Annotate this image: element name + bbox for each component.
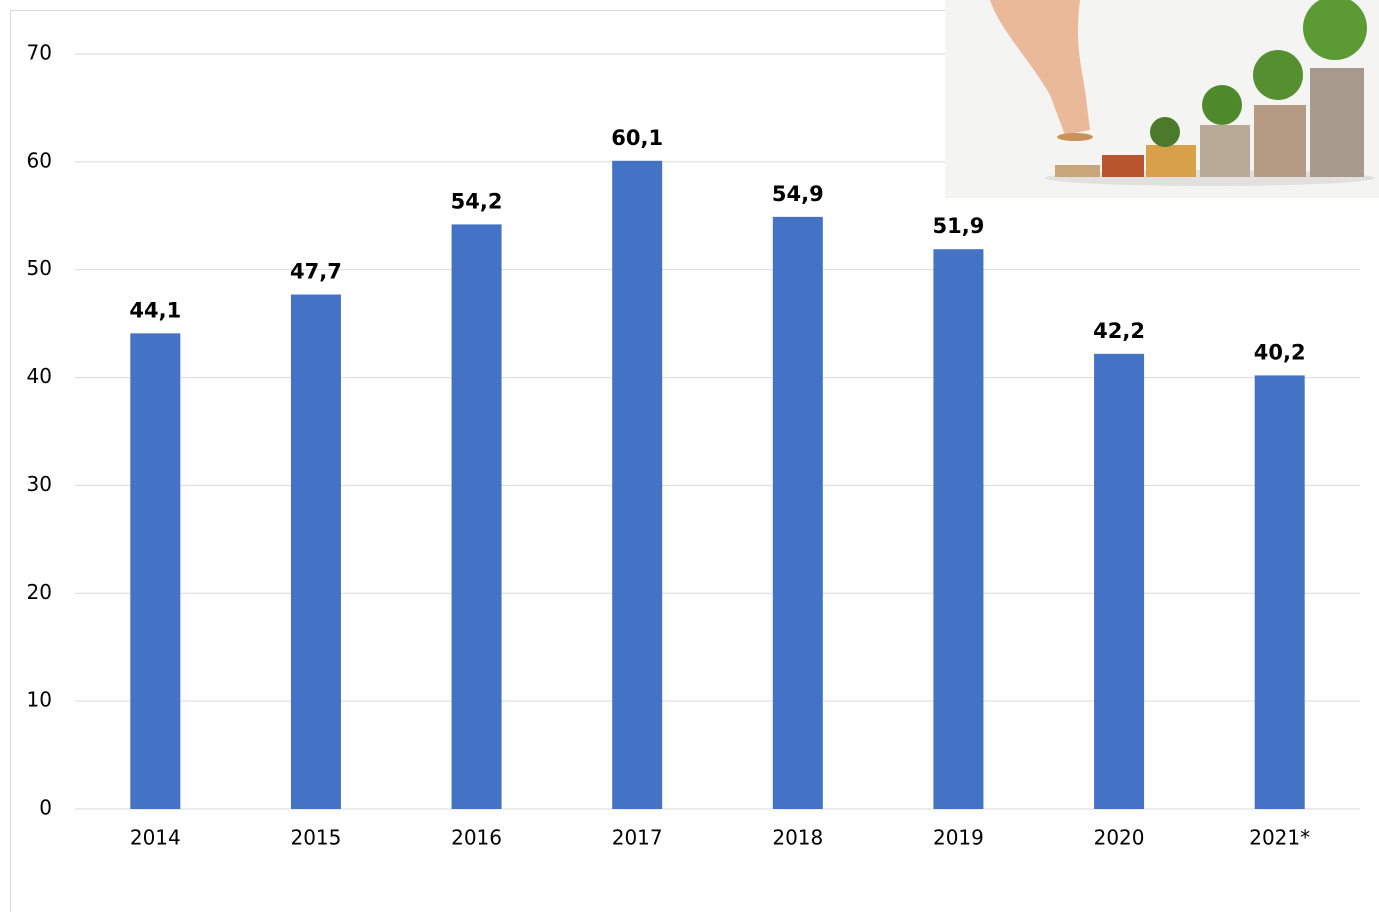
y-tick-label: 60 [27,148,52,172]
x-tick-label: 2020 [1094,826,1145,850]
coin-stack [1102,155,1144,177]
bar [772,216,823,810]
data-label: 47,7 [290,260,342,284]
bar [1254,375,1305,809]
bar [933,249,984,809]
y-tick-label: 0 [39,796,52,820]
data-label: 42,2 [1093,319,1145,343]
y-tick-label: 30 [27,472,52,496]
y-tick-label: 40 [27,364,52,388]
data-label: 51,9 [933,214,985,238]
tree [1150,117,1180,147]
x-tick-label: 2014 [130,826,181,850]
bar [612,160,663,809]
tree [1202,85,1242,125]
data-label: 54,9 [772,182,824,206]
x-tick-label: 2017 [612,826,663,850]
coin-stack [1310,68,1364,177]
tree [1253,50,1303,100]
coin [1057,133,1093,141]
hand [990,0,1090,135]
decorative-photo [945,0,1379,198]
y-tick-label: 20 [27,580,52,604]
bar [451,224,502,809]
x-tick-label: 2021* [1249,826,1310,850]
plot-area: 0 10 20 30 40 50 60 70 2014 44,1 2015 47,7 2016 54,2 2… [27,41,1360,850]
coin-stack [1055,165,1100,177]
y-tick-label: 10 [27,688,52,712]
data-label: 60,1 [611,126,663,150]
y-tick-label: 70 [27,41,52,65]
data-label: 40,2 [1254,340,1306,364]
coin-stack [1200,125,1250,177]
x-tick-label: 2015 [290,826,341,850]
bar [1094,353,1145,809]
data-label: 54,2 [451,189,503,213]
bar [130,333,181,809]
x-tick-label: 2019 [933,826,984,850]
x-tick-label: 2018 [772,826,823,850]
chart-frame [10,10,1379,912]
coin-stack [1146,145,1196,177]
coin-stack [1254,105,1306,177]
y-tick-label: 50 [27,256,52,280]
x-tick-label: 2016 [451,826,502,850]
bar [290,294,341,809]
data-label: 44,1 [129,298,181,322]
tree [1303,0,1367,60]
